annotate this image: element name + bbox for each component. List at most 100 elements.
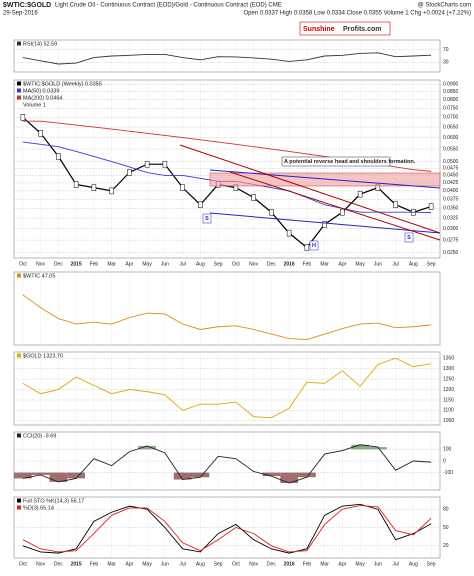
x-tick-label: Feb [90,561,99,567]
y-tick-label: 0.0800 [443,97,459,103]
annotation-box [281,156,391,167]
y-tick-label: 0.0500 [443,159,459,165]
series-line [22,505,432,553]
y-tick-label: 1050 [443,418,454,424]
y-tick-label: 1150 [443,397,454,403]
legend-entry: RSI(14) 52.59 [23,41,57,47]
legend-entry: $GOLD 1323.70 [23,353,63,359]
legend-entry: $WTIC:$GOLD (Weekly) 0.0355 [23,81,102,87]
legend-swatch [17,41,21,46]
legend-swatch [17,88,21,93]
y-tick-label: 0.0450 [443,173,459,179]
annotation: A potential reverse head and shoulders f… [284,159,416,165]
y-tick-label: 50 [443,525,449,531]
candle [340,208,345,216]
x-tick-label: Nov [249,561,258,567]
y-tick-label: 1350 [443,356,454,362]
candle [162,160,168,168]
candle [357,190,363,198]
candle [109,187,114,195]
extreme-fill [369,447,387,450]
y-tick-label: 70 [443,47,449,53]
x-tick-label: Oct [232,261,240,267]
logo-box [299,21,391,36]
y-tick-label: 0.0750 [443,106,459,112]
candle [73,181,79,188]
x-tick-label: Jun [161,261,169,267]
extreme-fill [173,472,192,480]
legend-entry: MA(50) 0.0339 [23,88,59,94]
support-line [209,212,441,234]
y-tick-label: 0 [443,458,446,464]
y-tick-label: 0.0425 [443,180,459,186]
x-tick-label: 2015 [71,561,82,567]
label-box [404,232,414,243]
y-tick-label: 1200 [443,387,454,393]
candle [286,229,292,237]
extreme-fill [67,472,85,479]
y-tick-label: 1250 [443,376,454,382]
x-tick-label: Jul [392,261,398,267]
x-tick-label: Sep [427,261,436,267]
candle [393,201,398,208]
legend-swatch [17,498,21,503]
y-tick-label: 0.0300 [443,226,459,232]
extreme-fill [138,445,156,450]
pattern-overlay: A potential reverse head and shoulders f… [179,144,441,251]
label-box [309,240,319,251]
label-box [202,213,212,224]
series-line [22,503,432,554]
date: 29-Sep-2016 [3,11,38,17]
x-tick-label: Nov [36,561,45,567]
x-tick-label: Apr [125,561,133,567]
candle [269,208,274,216]
x-tick-label: Dec [54,261,63,267]
extreme-fill [351,444,369,450]
candle [304,244,310,251]
annotation: H [312,243,316,249]
y-tick-label: 0.0475 [443,166,459,172]
x-tick-label: Aug [196,561,205,567]
quote: Open 0.0337 High 0.0358 Low 0.0334 Close… [244,11,472,17]
x-tick-label: Feb [90,261,99,267]
extreme-fill [49,472,68,482]
trend-line [229,171,441,241]
candle [56,153,61,160]
series-line [22,357,432,419]
extreme-fill [280,472,298,484]
logo-left: Sunshine [303,26,335,33]
y-tick-label: 0.0325 [443,215,459,221]
candle [20,114,26,121]
series-line [22,52,432,65]
legend-swatch [17,433,21,438]
x-tick-label: Jun [374,561,382,567]
description: Light Crude Oil - Continuous Contract (E… [55,3,282,9]
x-tick-label: May [142,261,152,267]
trend-line [179,144,441,234]
x-tick-label: Jun [161,561,169,567]
panel [13,271,441,346]
panel [13,351,441,426]
y-tick-label: 0.0650 [443,124,459,130]
extreme-fill [14,472,32,479]
y-tick-label: 0.0375 [443,197,459,203]
candle [198,201,203,208]
extreme-fill [31,472,50,475]
source: @ StockCharts.com [418,3,471,9]
x-tick-label: Dec [267,561,276,567]
y-tick-label: 0.0350 [443,206,459,212]
y-tick-label: 0.0275 [443,237,459,243]
x-tick-label: Dec [267,261,276,267]
candle [322,221,327,228]
y-tick-label: 1100 [443,408,454,414]
x-tick-label: 2016 [284,561,295,567]
x-tick-label: Nov [36,261,45,267]
candle [38,130,43,137]
candle [144,160,150,168]
x-tick-label: Aug [409,261,418,267]
x-tick-label: May [355,261,365,267]
legend-entry: MA(200) 0.0464 [23,95,62,101]
y-tick-label: -100 [443,470,453,476]
x-tick-label: Nov [249,261,258,267]
